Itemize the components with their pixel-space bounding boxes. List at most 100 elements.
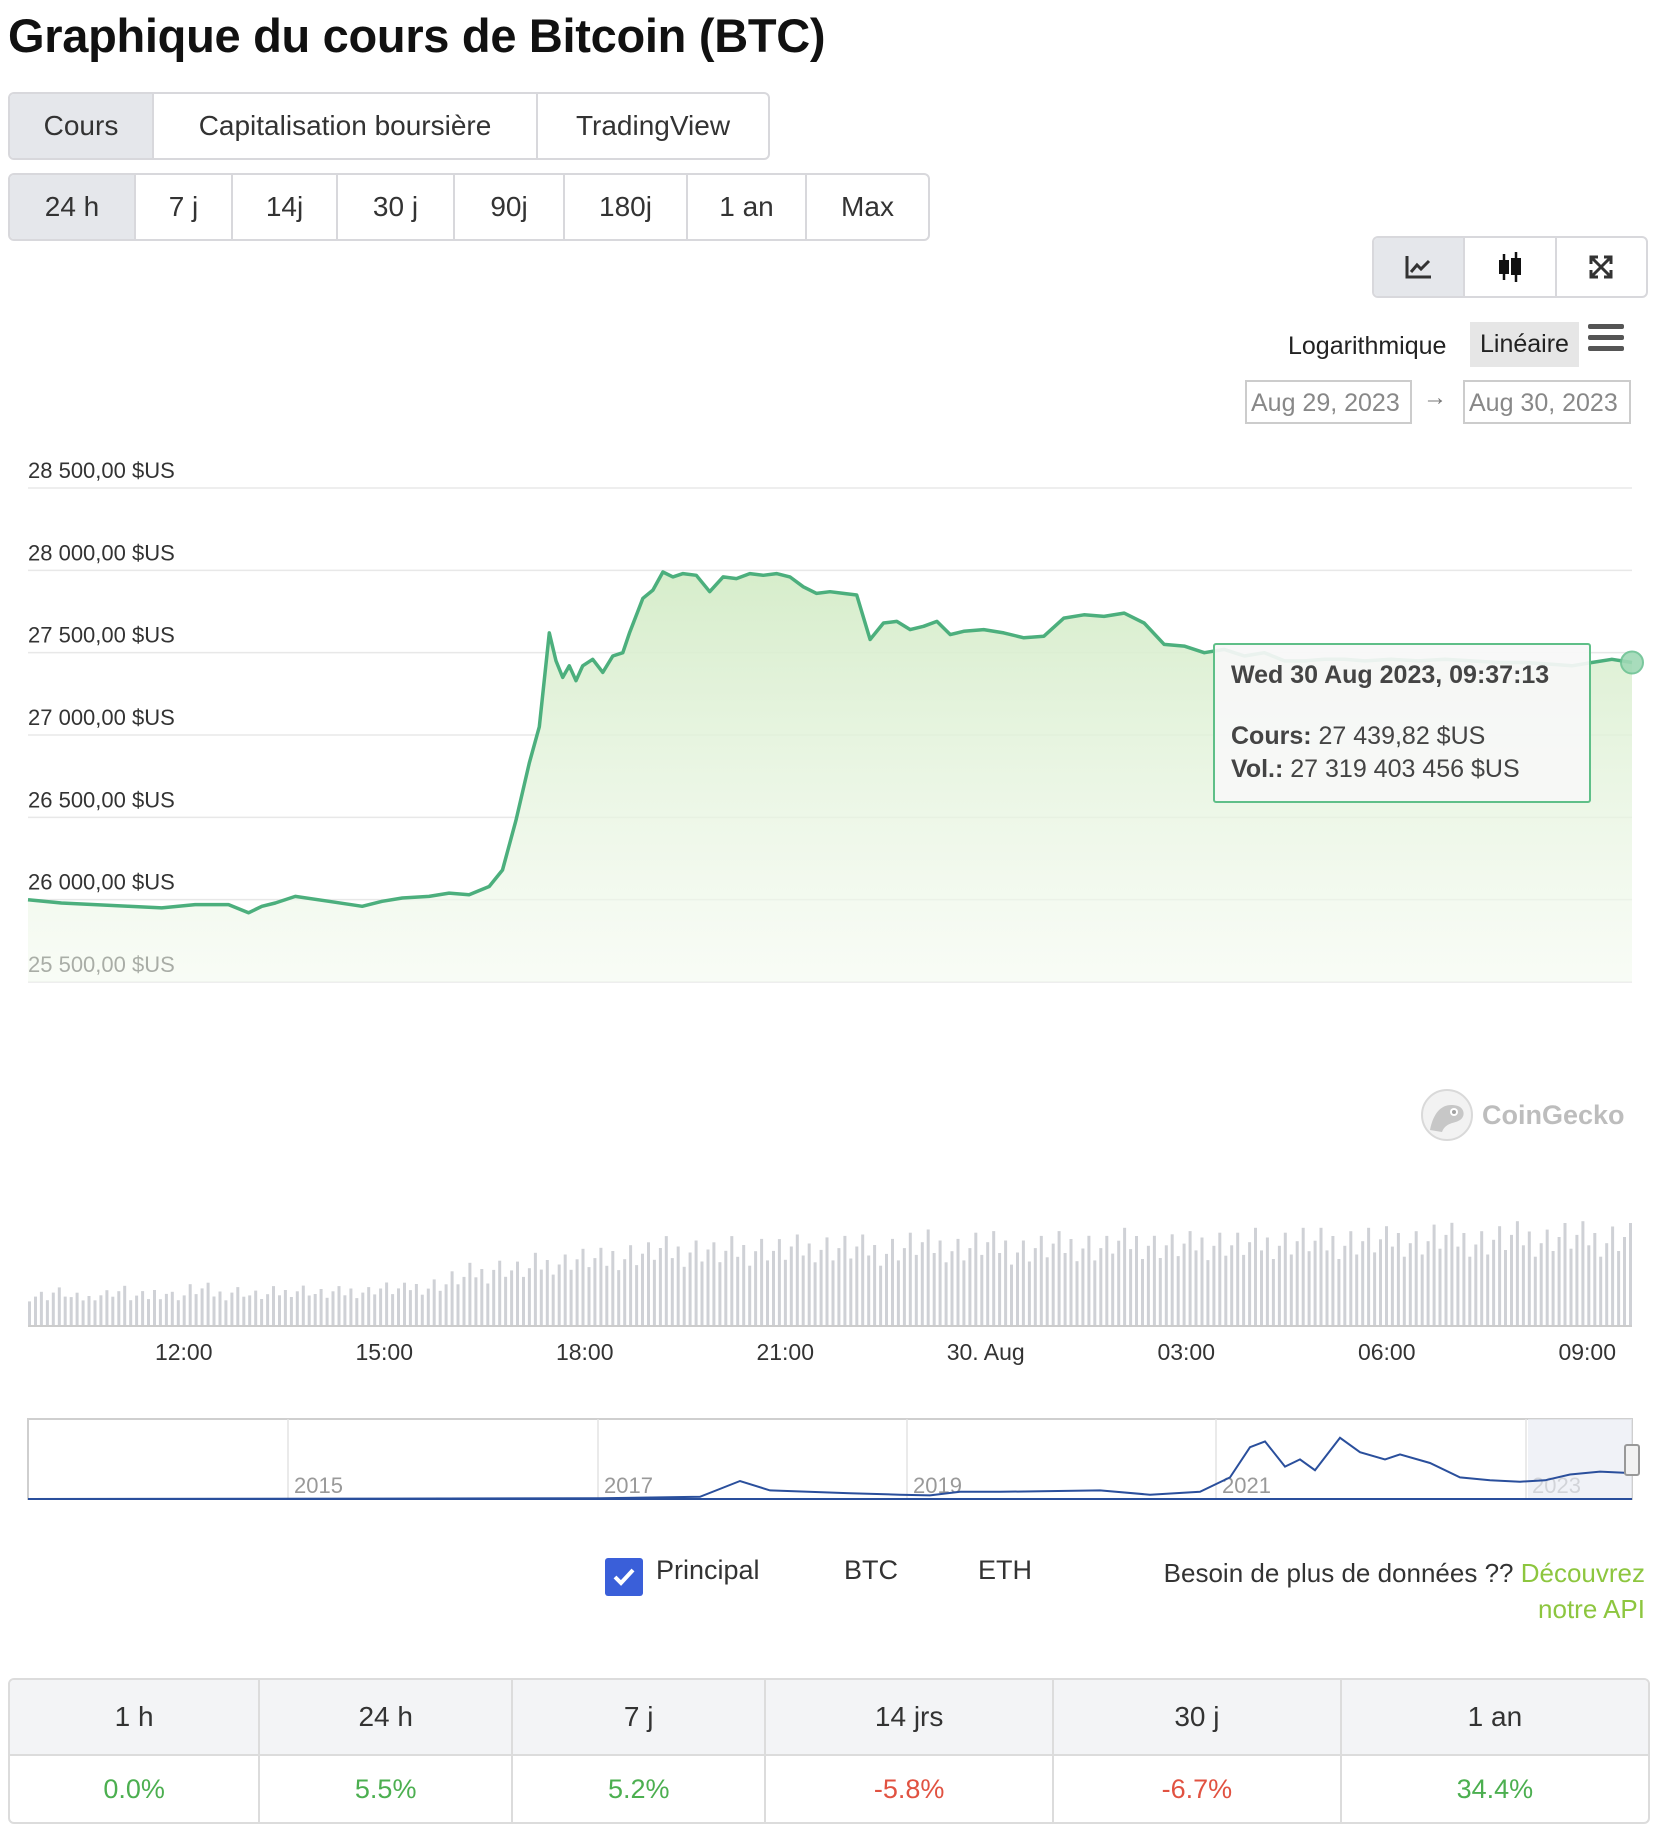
range-max[interactable]: Max: [841, 191, 894, 222]
volume-bar: [813, 1262, 817, 1326]
volume-bar: [373, 1294, 377, 1326]
volume-bar: [248, 1295, 252, 1326]
volume-bar: [527, 1268, 531, 1326]
volume-bar: [164, 1293, 168, 1326]
volume-bar: [153, 1290, 156, 1326]
volume-bar: [1307, 1251, 1311, 1326]
check-icon: [613, 1568, 635, 1586]
volume-bar: [1331, 1236, 1335, 1326]
volume-bar: [331, 1291, 335, 1326]
linear-scale-toggle[interactable]: Linéaire: [1470, 322, 1579, 367]
perf-header-1h: 1 h: [10, 1680, 261, 1756]
tab-market-cap[interactable]: Capitalisation boursière: [154, 94, 538, 158]
api-link[interactable]: Découvrez notre API: [1520, 1558, 1645, 1624]
volume-bar: [468, 1262, 472, 1326]
volume-bar: [1224, 1255, 1228, 1326]
api-promo-text: Besoin de plus de données ??: [1163, 1558, 1521, 1588]
log-scale-toggle[interactable]: Logarithmique: [1288, 332, 1447, 360]
volume-bar: [992, 1231, 996, 1326]
volume-bar: [51, 1292, 55, 1326]
volume-bar: [385, 1282, 389, 1326]
volume-bar: [289, 1297, 293, 1326]
volume-bar: [516, 1261, 519, 1326]
volume-bar: [260, 1299, 264, 1326]
date-range-arrow: →: [1423, 384, 1447, 411]
volume-bar: [980, 1254, 984, 1326]
volume-bar: [664, 1236, 668, 1326]
volume-bar: [974, 1232, 978, 1326]
range-30d[interactable]: 30 j: [338, 175, 455, 239]
volume-bar: [39, 1291, 43, 1326]
line-chart-button[interactable]: [1374, 238, 1466, 296]
volume-bar: [772, 1250, 775, 1326]
range-14d[interactable]: 14j: [233, 175, 338, 239]
volume-bar: [688, 1252, 692, 1326]
legend-principal[interactable]: Principal: [656, 1555, 760, 1585]
volume-bar: [1081, 1248, 1085, 1326]
volume-bar: [1010, 1264, 1013, 1326]
perf-header-30d: 30 j: [1053, 1680, 1342, 1756]
volume-bar: [1432, 1224, 1436, 1326]
x-axis-tick-label: 03:00: [1157, 1339, 1215, 1365]
tab-cours[interactable]: Cours: [10, 94, 154, 158]
date-from-input[interactable]: Aug 29, 2023: [1245, 380, 1412, 424]
volume-bar: [968, 1248, 972, 1326]
legend-eth[interactable]: ETH: [978, 1555, 1032, 1585]
range-1y[interactable]: 1 an: [688, 175, 807, 239]
volume-bar: [754, 1251, 758, 1326]
volume-bar: [1349, 1231, 1353, 1326]
volume-bar: [1123, 1227, 1127, 1326]
volume-bar: [1486, 1254, 1490, 1326]
range-24h[interactable]: 24 h: [10, 175, 136, 239]
volume-bar: [1575, 1234, 1579, 1326]
volume-bar: [635, 1265, 639, 1326]
volume-bar: [1361, 1241, 1365, 1326]
navigator-handle[interactable]: [1624, 1444, 1640, 1476]
volume-bar: [498, 1260, 502, 1326]
navigator-year-label: 2015: [294, 1473, 343, 1498]
chart-menu-icon[interactable]: [1588, 324, 1624, 354]
volume-bar: [1533, 1256, 1537, 1326]
volume-bar: [349, 1288, 353, 1326]
x-axis-tick-label: 18:00: [556, 1339, 614, 1365]
date-to-input[interactable]: Aug 30, 2023: [1463, 380, 1631, 424]
volume-bar: [1468, 1256, 1472, 1326]
volume-bar: [492, 1269, 496, 1326]
perf-value-7d: 5.2%: [512, 1755, 767, 1822]
tooltip-price-label: Cours:: [1231, 722, 1312, 750]
perf-header-7d: 7 j: [512, 1680, 767, 1756]
volume-bar: [885, 1253, 888, 1326]
range-7d[interactable]: 7 j: [136, 175, 233, 239]
volume-bar: [896, 1260, 900, 1326]
volume-bar: [1188, 1231, 1192, 1326]
x-axis-tick-label: 12:00: [155, 1339, 213, 1365]
legend-btc[interactable]: BTC: [844, 1555, 898, 1585]
volume-bar: [1260, 1250, 1263, 1326]
principal-checkbox[interactable]: [605, 1558, 643, 1596]
candlestick-button[interactable]: [1465, 238, 1557, 296]
range-90d[interactable]: 90j: [455, 175, 565, 239]
volume-bar: [1343, 1245, 1347, 1326]
tooltip-price-value: 27 439,82 $US: [1318, 722, 1486, 750]
volume-bar: [694, 1240, 698, 1326]
volume-bar: [129, 1300, 133, 1326]
range-180d[interactable]: 180j: [565, 175, 688, 239]
fullscreen-button[interactable]: [1557, 238, 1646, 296]
volume-bar: [1069, 1239, 1073, 1326]
y-axis-tick-label: 26 000,00 $US: [28, 870, 175, 895]
volume-bar: [587, 1267, 591, 1326]
volume-bar: [432, 1279, 436, 1326]
volume-bar: [1135, 1236, 1138, 1326]
volume-bar: [1170, 1234, 1174, 1326]
range-navigator[interactable]: 20152017201920212023: [0, 1415, 1661, 1515]
tab-tradingview[interactable]: TradingView: [575, 110, 731, 141]
fullscreen-icon: [1589, 255, 1613, 279]
volume-bar: [795, 1234, 799, 1326]
volume-bar: [1492, 1239, 1496, 1326]
volume-bar: [944, 1262, 948, 1326]
volume-bar: [295, 1291, 299, 1326]
volume-bar: [1164, 1245, 1168, 1326]
price-chart[interactable]: 28 500,00 $US 28 000,00 $US 27 500,00 $US 2…: [0, 440, 1661, 1400]
volume-bar: [932, 1253, 936, 1326]
volume-bar: [1105, 1235, 1109, 1326]
